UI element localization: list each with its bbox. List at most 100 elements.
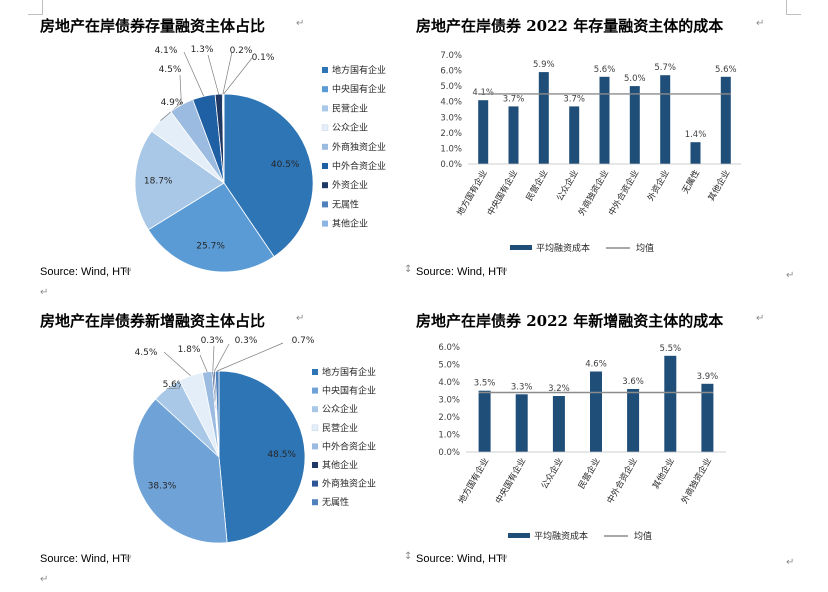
legend-label: 中外合资企业 <box>332 160 386 172</box>
x-category-label: 外商独资企业 <box>679 456 714 506</box>
legend-label: 其他企业 <box>322 459 358 471</box>
new-cost-panel: 房地产在岸债券 2022 年新增融资主体的成本 ↵ 0.0% 1.0% 2.0% 3.… <box>404 300 828 592</box>
y-tick-label: 0.0% <box>440 160 462 170</box>
stock-share-title: 房地产在岸债券存量融资主体占比 <box>40 17 266 35</box>
source-return-mark: ↵ <box>124 266 133 277</box>
y-tick-label: 6.0% <box>440 67 462 77</box>
bar-data-label: 3.6% <box>622 377 644 387</box>
bar <box>627 389 640 452</box>
y-tick-label: 4.0% <box>438 378 460 388</box>
bar <box>508 106 519 164</box>
bar-data-label: 3.5% <box>474 379 496 389</box>
x-category-label: 无属性 <box>680 168 703 196</box>
legend-swatch <box>312 462 318 468</box>
slice-label: 25.7% <box>196 242 225 252</box>
legend-label-line: 均值 <box>636 242 654 254</box>
new-cost-bar-chart: 0.0% 1.0% 2.0% 3.0% 4.0% 5.0% 6.0% 3.5% 地方国有企业 3.… <box>438 343 726 542</box>
new-share-pie-chart: 48.5%38.3%5.6%4.5% 1.8%0.3% 0.3% 0.7%地方国有企业… <box>132 336 376 544</box>
legend-swatch <box>311 424 319 432</box>
stock-cost-panel: 房地产在岸债券 2022 年存量融资主体的成本 ↵ 0.0% 1.0% 2.0% 3.… <box>404 0 828 300</box>
source-return-mark: ↵ <box>500 553 509 564</box>
bar-data-label: 5.6% <box>594 65 616 75</box>
bar <box>629 86 640 164</box>
bar-data-label: 5.0% <box>624 74 646 84</box>
paragraph-return-mark: ↵ <box>40 287 49 298</box>
resize-arrows-mark: ↕ <box>404 551 413 562</box>
new-share-source: Source: Wind, HTI <box>40 553 130 565</box>
leader-line <box>163 351 191 377</box>
slice-label: 48.5% <box>267 450 296 460</box>
title-return-mark: ↵ <box>296 313 305 324</box>
x-category-label: 公众企业 <box>554 168 581 203</box>
legend-swatch <box>322 201 328 208</box>
x-category-label: 民营企业 <box>524 168 551 203</box>
pie-slice <box>223 93 225 184</box>
leader-line <box>222 51 233 95</box>
y-tick-label: 1.0% <box>438 431 460 441</box>
new-cost-title: 房地产在岸债券 2022 年新增融资主体的成本 <box>416 312 724 330</box>
bar <box>720 76 731 164</box>
source-return-mark: ↵ <box>500 266 509 277</box>
pie-slice <box>223 93 314 258</box>
legend-swatch <box>312 443 318 450</box>
legend-label-bar: 平均融资成本 <box>534 530 588 542</box>
bar-data-label: 5.6% <box>715 65 737 75</box>
leader-line <box>166 387 181 390</box>
bar <box>660 75 671 164</box>
legend-swatch <box>312 499 318 506</box>
bar-data-label: 4.6% <box>585 360 607 370</box>
slice-label: 40.5% <box>271 160 300 170</box>
legend-label: 民营企业 <box>332 102 368 114</box>
new-cost-source: Source: Wind, HTI <box>416 553 506 565</box>
bar <box>478 390 491 452</box>
x-category-label: 民营企业 <box>576 456 603 491</box>
y-tick-label: 5.0% <box>440 82 462 92</box>
leader-line <box>183 51 205 97</box>
y-tick-label: 4.0% <box>440 98 462 108</box>
pie-slice <box>218 370 306 544</box>
x-category-label: 中外合资企业 <box>606 168 641 218</box>
bar-data-label: 5.5% <box>659 344 681 354</box>
legend-swatch <box>322 182 328 189</box>
legend-swatch-bar <box>508 533 530 538</box>
legend-label: 民营企业 <box>322 422 358 434</box>
y-tick-label: 0.0% <box>438 448 460 458</box>
cell-end-mark: ↵ <box>786 270 795 281</box>
legend-swatch <box>322 86 328 93</box>
legend-label: 中外合资企业 <box>322 440 376 452</box>
legend-swatch <box>321 124 329 131</box>
slice-label: 0.3% <box>201 336 224 346</box>
bar-data-label: 3.9% <box>697 372 719 382</box>
bar <box>664 355 677 453</box>
pie-slice <box>147 182 275 273</box>
legend-label: 中央国有企业 <box>322 385 376 397</box>
legend-swatch <box>312 387 318 394</box>
bar-data-label: 3.7% <box>503 94 525 104</box>
legend-label: 地方国有企业 <box>332 64 386 76</box>
bar-data-label: 5.7% <box>654 63 676 73</box>
title-return-mark: ↵ <box>756 313 765 324</box>
slice-label: 0.7% <box>292 336 315 346</box>
x-category-label: 外资企业 <box>645 168 672 203</box>
y-tick-label: 2.0% <box>438 413 460 423</box>
paragraph-return-mark: ↵ <box>40 574 49 585</box>
legend-swatch <box>322 220 328 227</box>
bar <box>478 100 489 164</box>
resize-arrows-mark: ↕ <box>404 264 413 275</box>
stock-share-panel: 房地产在岸债券存量融资主体占比 ↵ 40.5% 25.7% 18.7% 4.9% 4.5… <box>0 0 414 300</box>
y-tick-label: 5.0% <box>438 361 460 371</box>
bar-data-label: 3.2% <box>548 384 570 394</box>
stock-share-pie-chart: 40.5% 25.7% 18.7% 4.9% 4.5% 4.1% 1.3% 0.2%0.1% 地… <box>134 45 386 273</box>
legend-swatch <box>322 105 328 112</box>
x-category-label: 中央国有企业 <box>485 168 520 218</box>
slice-label: 4.9% <box>161 98 184 108</box>
slice-label: 4.5% <box>135 348 158 358</box>
y-tick-label: 2.0% <box>440 129 462 139</box>
bar <box>538 72 549 164</box>
bar-data-label: 5.9% <box>533 60 555 70</box>
leader-line <box>223 57 253 95</box>
y-tick-label: 3.0% <box>440 113 462 123</box>
legend-label: 外资企业 <box>332 179 368 191</box>
bar <box>552 396 565 452</box>
legend-label: 外商独资企业 <box>332 141 386 153</box>
